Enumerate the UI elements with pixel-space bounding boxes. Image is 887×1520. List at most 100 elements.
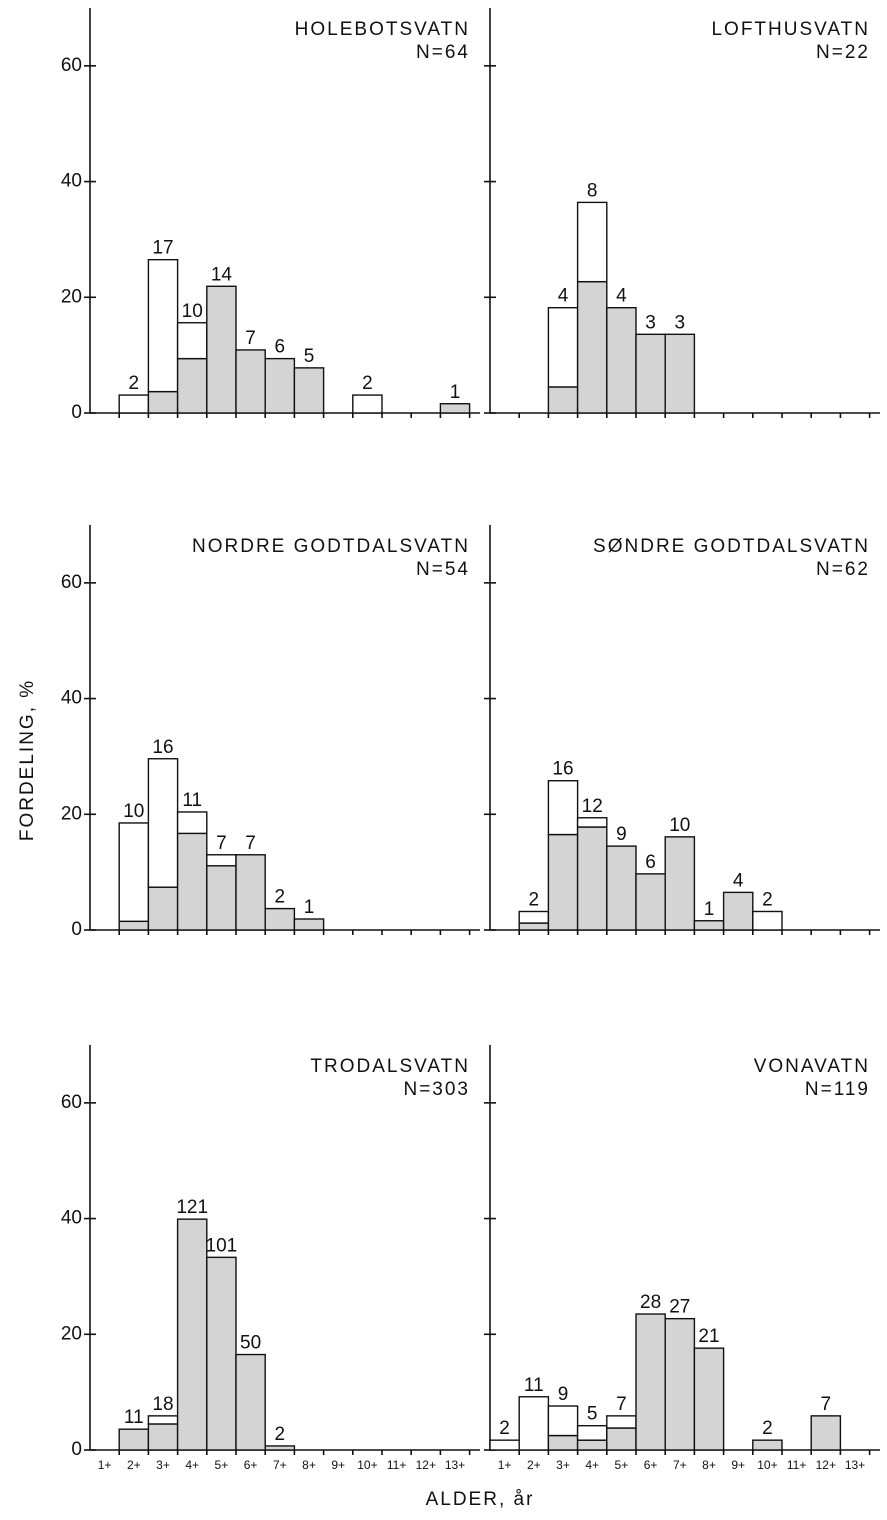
count-label: 2 bbox=[762, 1418, 773, 1439]
count-label: 4 bbox=[616, 286, 627, 307]
bar-segment bbox=[576, 280, 608, 414]
count-label: 21 bbox=[698, 1326, 719, 1347]
bar-segment bbox=[176, 1218, 208, 1451]
bar-segment bbox=[664, 333, 696, 414]
count-label: 6 bbox=[645, 852, 656, 873]
panel-subtitle: N=22 bbox=[816, 42, 870, 63]
y-tick-label: 60 bbox=[61, 1092, 82, 1113]
x-tick-label: 10+ bbox=[357, 1458, 377, 1472]
bar-segment bbox=[264, 907, 296, 931]
x-tick-label: 5+ bbox=[615, 1458, 629, 1472]
panel-subtitle: N=62 bbox=[816, 559, 870, 580]
y-tick-label: 0 bbox=[71, 402, 82, 423]
panel-subtitle: N=303 bbox=[403, 1079, 470, 1100]
count-label: 5 bbox=[587, 1404, 598, 1425]
count-label: 11 bbox=[182, 790, 202, 811]
x-tick-label: 4+ bbox=[185, 1458, 199, 1472]
bar-segment bbox=[752, 910, 783, 931]
count-label: 2 bbox=[762, 890, 773, 911]
bar-segment bbox=[176, 357, 208, 414]
x-tick-label: 10+ bbox=[757, 1458, 777, 1472]
bar-segment bbox=[147, 1415, 179, 1425]
y-tick-label: 0 bbox=[71, 919, 82, 940]
y-tick-label: 40 bbox=[61, 171, 82, 192]
x-tick-label: 1+ bbox=[98, 1458, 112, 1472]
x-tick-label: 13+ bbox=[845, 1458, 865, 1472]
count-label: 6 bbox=[275, 337, 286, 358]
y-tick-label: 0 bbox=[71, 1439, 82, 1460]
bar-segment bbox=[206, 1256, 237, 1451]
x-tick-label: 1+ bbox=[498, 1458, 512, 1472]
bar-segment bbox=[147, 390, 179, 414]
bar-segment bbox=[147, 258, 179, 393]
bar-segment bbox=[518, 922, 550, 931]
y-tick-label: 20 bbox=[61, 286, 82, 307]
count-label: 7 bbox=[216, 833, 227, 854]
bar-segment bbox=[606, 1427, 637, 1451]
y-tick-label: 20 bbox=[61, 803, 82, 824]
count-label: 101 bbox=[206, 1235, 238, 1256]
x-tick-label: 11+ bbox=[787, 1458, 806, 1472]
y-tick-label: 60 bbox=[61, 55, 82, 76]
panel-title: NORDRE GODTDALSVATN bbox=[192, 536, 470, 557]
count-label: 7 bbox=[821, 1394, 832, 1415]
count-label: 10 bbox=[182, 301, 203, 322]
bar-segment bbox=[606, 307, 637, 414]
bar-segment bbox=[518, 910, 550, 924]
bar-segment bbox=[810, 1415, 842, 1451]
count-label: 14 bbox=[211, 264, 233, 285]
bar-segment bbox=[118, 394, 150, 414]
bar-segment bbox=[576, 826, 608, 931]
count-label: 121 bbox=[176, 1197, 208, 1218]
count-label: 2 bbox=[275, 1424, 286, 1445]
bar-segment bbox=[606, 845, 637, 931]
bar-segment bbox=[547, 1434, 579, 1451]
bar-segment bbox=[635, 333, 666, 414]
count-label: 10 bbox=[123, 801, 144, 822]
count-label: 16 bbox=[552, 759, 573, 780]
bar-segment bbox=[606, 1415, 637, 1429]
x-tick-label: 12+ bbox=[416, 1458, 436, 1472]
count-label: 11 bbox=[524, 1375, 544, 1396]
bar-segment bbox=[576, 817, 608, 828]
bar-segment bbox=[147, 886, 179, 931]
count-label: 27 bbox=[669, 1297, 690, 1318]
count-label: 3 bbox=[645, 312, 656, 333]
bar-segment bbox=[176, 322, 208, 360]
bar-segment bbox=[664, 836, 696, 931]
bar-segment bbox=[547, 307, 579, 388]
x-tick-label: 7+ bbox=[673, 1458, 687, 1472]
x-tick-label: 2+ bbox=[127, 1458, 141, 1472]
y-tick-label: 40 bbox=[61, 688, 82, 709]
panel-title: LOFTHUSVATN bbox=[711, 19, 870, 40]
bar-segment bbox=[118, 822, 150, 923]
bar-segment bbox=[547, 833, 579, 931]
count-label: 18 bbox=[152, 1394, 173, 1415]
x-tick-label: 6+ bbox=[644, 1458, 658, 1472]
bar-segment bbox=[576, 1424, 608, 1441]
count-label: 2 bbox=[362, 373, 373, 394]
panel-subtitle: N=54 bbox=[416, 559, 470, 580]
count-label: 7 bbox=[245, 328, 256, 349]
count-label: 2 bbox=[275, 887, 286, 908]
x-tick-label: 2+ bbox=[527, 1458, 541, 1472]
bar-segment bbox=[489, 1439, 520, 1451]
bar-segment bbox=[576, 201, 608, 283]
bar-segment bbox=[235, 349, 266, 414]
bar-segment bbox=[352, 394, 383, 414]
y-tick-label: 40 bbox=[61, 1208, 82, 1229]
count-label: 28 bbox=[640, 1292, 661, 1313]
count-label: 11 bbox=[124, 1407, 144, 1428]
bar-segment bbox=[176, 811, 208, 835]
panel-title: SØNDRE GODTDALSVATN bbox=[593, 536, 870, 557]
count-label: 12 bbox=[582, 796, 603, 817]
x-tick-label: 4+ bbox=[585, 1458, 599, 1472]
bar-segment bbox=[118, 1428, 150, 1451]
bar-segment bbox=[722, 891, 754, 931]
count-label: 5 bbox=[304, 346, 315, 367]
y-axis-label: FORDELING, % bbox=[17, 679, 38, 841]
x-tick-label: 5+ bbox=[215, 1458, 229, 1472]
bar-segment bbox=[293, 918, 325, 931]
bar-segment bbox=[293, 367, 325, 414]
bar-segment bbox=[206, 285, 237, 414]
